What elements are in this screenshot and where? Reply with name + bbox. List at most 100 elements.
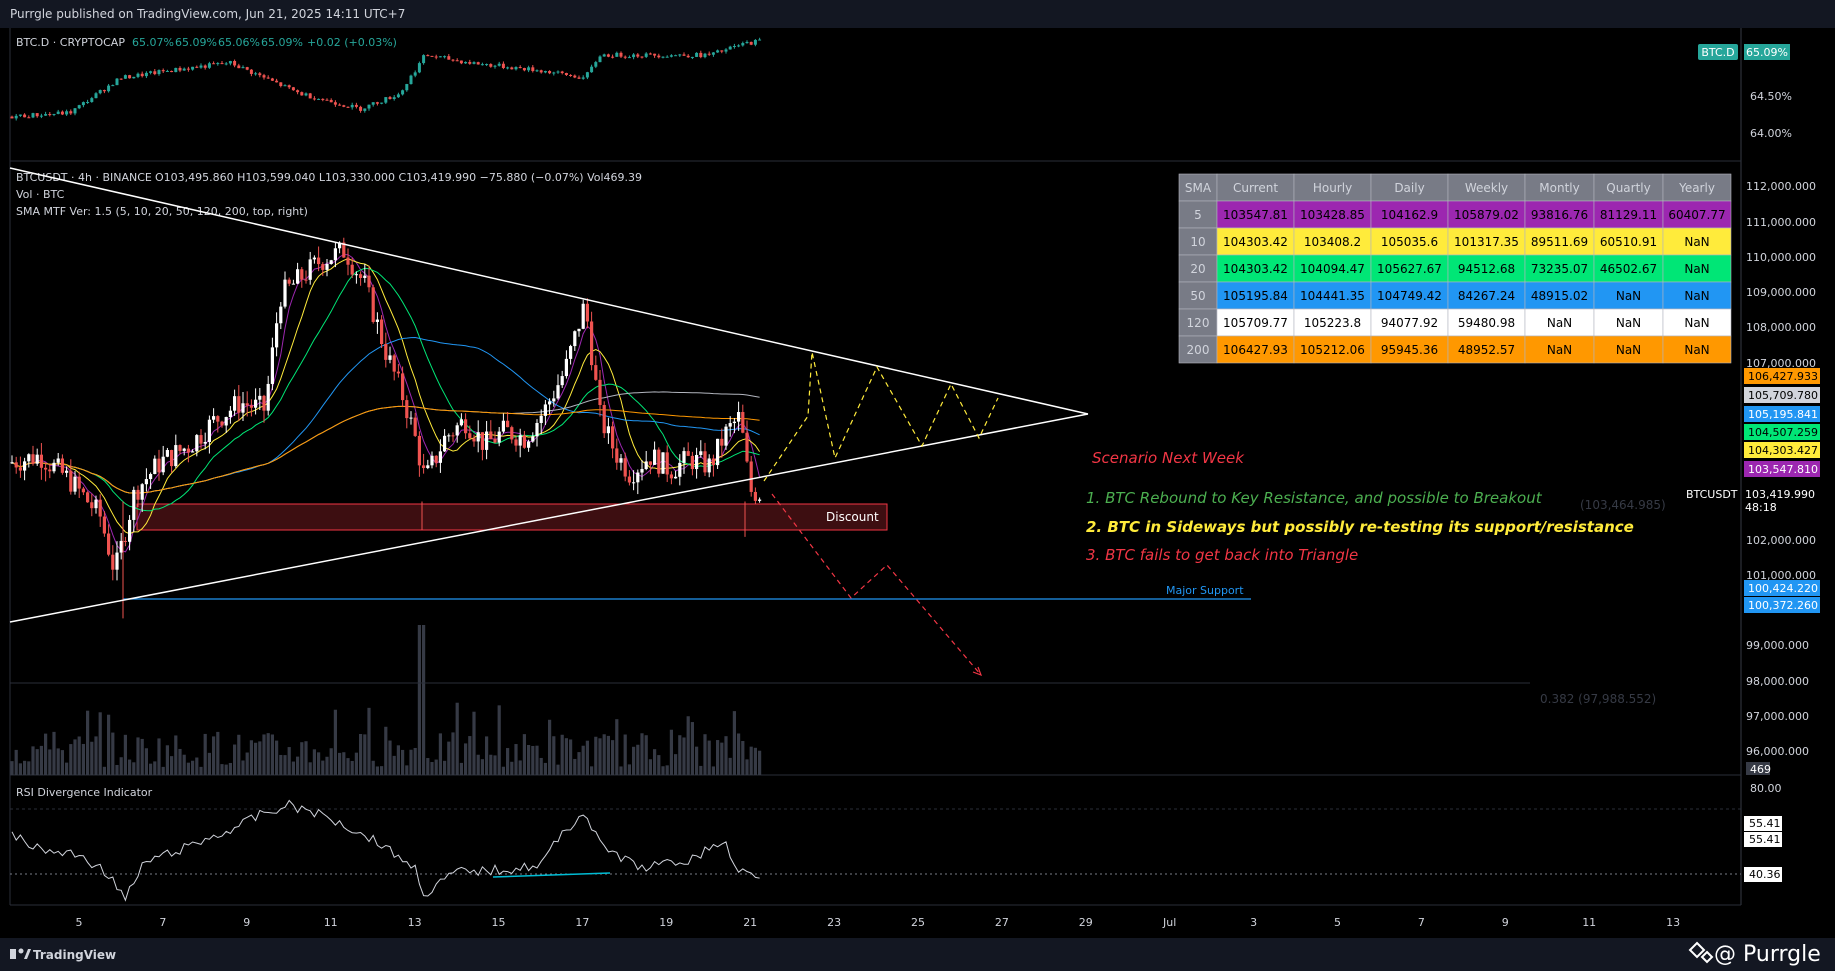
price-axis[interactable]: 112,000.000 111,000.000 110,000.000 109,000… bbox=[1744, 180, 1820, 758]
volume-bar bbox=[182, 754, 186, 775]
scenario-line-3: 3. BTC fails to get back into Triangle bbox=[1086, 546, 1358, 564]
dominance-candle-body bbox=[157, 70, 161, 75]
candle-body bbox=[665, 452, 669, 475]
price-axis-label: 98,000.000 bbox=[1746, 675, 1809, 688]
dominance-candle-body bbox=[14, 115, 18, 119]
volume-bar bbox=[678, 735, 682, 775]
dominance-candle-body bbox=[577, 77, 581, 79]
sma-table-cell bbox=[1524, 200, 1595, 229]
sma-table-value: 89511.69 bbox=[1531, 235, 1588, 249]
dominance-candle-body bbox=[325, 99, 329, 101]
candle-body bbox=[409, 417, 413, 419]
triangle-lower-trendline[interactable] bbox=[9, 413, 1089, 623]
volume-bar bbox=[77, 736, 81, 775]
dominance-candle-body bbox=[543, 71, 547, 73]
volume-bar bbox=[317, 752, 321, 775]
dominance-tag-label: BTC.D bbox=[1701, 46, 1734, 59]
dominance-candle-body bbox=[23, 114, 27, 118]
volume-bar bbox=[254, 742, 258, 775]
dominance-candle-body bbox=[350, 104, 354, 108]
candle-body bbox=[392, 355, 396, 372]
candle-body bbox=[598, 379, 602, 406]
volume-bar bbox=[682, 737, 686, 775]
candle-body bbox=[451, 435, 455, 437]
candle-body bbox=[262, 395, 266, 411]
dominance-candle-body bbox=[191, 66, 195, 70]
sma-table-cell bbox=[1216, 308, 1295, 337]
candle-body bbox=[102, 516, 106, 534]
candle-body bbox=[132, 489, 136, 520]
dominance-candle-body bbox=[682, 54, 686, 56]
sma-table-cell bbox=[1524, 335, 1595, 364]
volume-bar bbox=[123, 734, 127, 775]
sma-table-value: 104162.9 bbox=[1381, 208, 1438, 222]
volume-bar bbox=[602, 734, 606, 775]
price-tag: 104,303.427 bbox=[1748, 444, 1818, 457]
dominance-candle-body bbox=[606, 54, 610, 57]
candle-body bbox=[514, 439, 518, 446]
dominance-tag-value-bg bbox=[1744, 44, 1790, 60]
dominance-candle-body bbox=[90, 98, 94, 102]
sma-table-cell bbox=[1524, 254, 1595, 283]
footer-brand: TradingView bbox=[33, 948, 116, 962]
candle-body bbox=[396, 371, 400, 374]
triangle-upper-trendline[interactable] bbox=[9, 167, 1089, 415]
dominance-axis-label-1: 64.50% bbox=[1750, 90, 1792, 103]
candle-body bbox=[123, 540, 127, 542]
candle-body bbox=[153, 458, 157, 474]
candle-body bbox=[14, 462, 18, 468]
sma-table-value: 105212.06 bbox=[1300, 343, 1365, 357]
candle-body bbox=[476, 432, 480, 442]
sma-table-value: NaN bbox=[1616, 316, 1641, 330]
time-axis-label: 27 bbox=[995, 916, 1009, 929]
dominance-candle-body bbox=[317, 98, 321, 100]
volume-bar bbox=[585, 740, 589, 775]
dominance-candle-body bbox=[556, 71, 560, 73]
volume-bar bbox=[371, 760, 375, 775]
volume-bar bbox=[758, 750, 762, 775]
volume-bar bbox=[216, 731, 220, 775]
dominance-candle-body bbox=[44, 114, 48, 116]
discount-zone[interactable] bbox=[136, 503, 888, 531]
candle-body bbox=[527, 441, 531, 448]
candle-body bbox=[300, 269, 304, 280]
dominance-close: 65.09% bbox=[261, 36, 303, 49]
dominance-candle-body bbox=[527, 67, 531, 71]
volume-bar bbox=[266, 733, 270, 775]
candle-body bbox=[136, 489, 140, 500]
candle-body bbox=[258, 395, 262, 400]
candle-body bbox=[417, 435, 421, 466]
volume-bar bbox=[27, 761, 31, 775]
candle-body bbox=[577, 328, 581, 332]
dominance-candle-body bbox=[241, 67, 245, 69]
candle-body bbox=[191, 451, 195, 453]
candle-body bbox=[165, 450, 169, 457]
dominance-candle-body bbox=[455, 60, 459, 62]
candle-body bbox=[522, 435, 526, 448]
sma-table-value: 48915.02 bbox=[1531, 289, 1588, 303]
candle-body bbox=[434, 455, 438, 463]
breakdown-projection[interactable] bbox=[771, 493, 982, 676]
price-tag: 100,424.220 bbox=[1748, 582, 1818, 595]
candle-body bbox=[237, 396, 241, 413]
candle-body bbox=[682, 451, 686, 463]
volume-bar bbox=[506, 748, 510, 775]
volume-bar bbox=[191, 760, 195, 775]
candle-body bbox=[543, 404, 547, 416]
sma-table-value: 103547.81 bbox=[1223, 208, 1288, 222]
rsi-tag-2: 55.41 bbox=[1749, 833, 1781, 846]
volume-bar bbox=[346, 758, 350, 775]
volume-bar bbox=[669, 729, 673, 775]
candle-body bbox=[27, 454, 31, 462]
candle-body bbox=[405, 400, 409, 419]
dominance-candle-body bbox=[661, 56, 665, 58]
volume-bar bbox=[333, 709, 337, 775]
time-axis[interactable]: 5 7 9 11 13 15 17 19 21 23 25 27 29 Jul 3 5 7 9 11 13 bbox=[76, 916, 1681, 929]
dominance-candle-body bbox=[539, 70, 543, 73]
price-axis-label: 99,000.000 bbox=[1746, 639, 1809, 652]
sideways-projection[interactable] bbox=[763, 351, 999, 482]
volume-bar bbox=[527, 745, 531, 775]
dominance-candle-body bbox=[174, 67, 178, 73]
sma-table-cell bbox=[1293, 308, 1372, 337]
